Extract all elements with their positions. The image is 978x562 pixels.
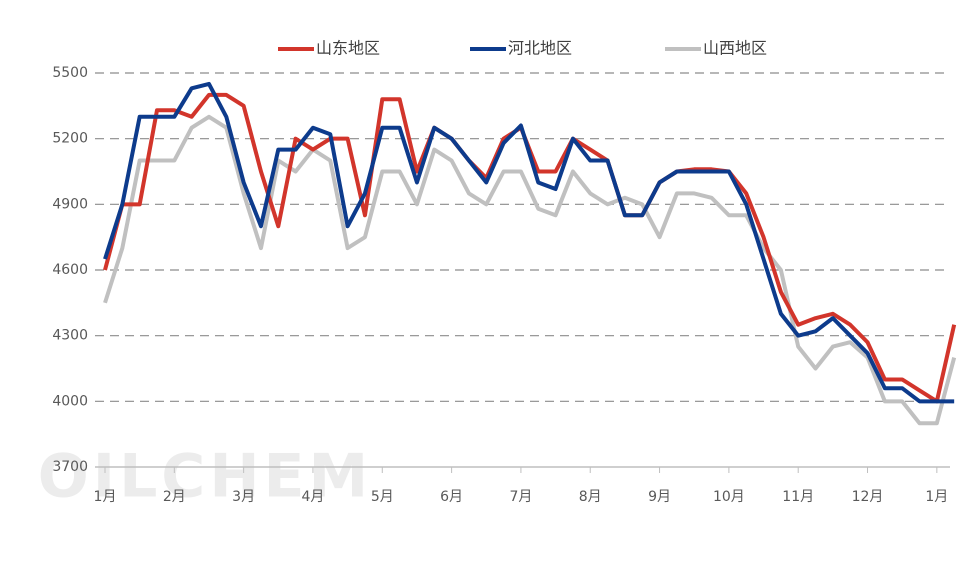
x-tick-label: 12月 <box>852 489 884 505</box>
series-line <box>103 81 955 404</box>
x-tick-label: 2月 <box>163 489 186 505</box>
x-tick-label: 4月 <box>301 489 324 505</box>
y-tick-label: 5500 <box>52 65 88 81</box>
legend-label: 山东地区 <box>316 39 380 58</box>
y-tick-label: 4300 <box>52 328 88 344</box>
y-tick-label: 5200 <box>52 131 88 147</box>
x-tick-label: 1月 <box>925 489 948 505</box>
x-tick-label: 7月 <box>509 489 532 505</box>
x-tick-label: 9月 <box>648 489 671 505</box>
series-line <box>103 114 957 426</box>
legend-label: 山西地区 <box>703 39 767 58</box>
y-tick-label: 4600 <box>52 262 88 278</box>
y-tick-label: 3700 <box>52 459 88 475</box>
x-tick-label: 1月 <box>94 489 117 505</box>
x-tick-label: 3月 <box>232 489 255 505</box>
x-tick-label: 6月 <box>440 489 463 505</box>
watermark: OILCHEM <box>38 442 373 512</box>
x-tick-label: 5月 <box>371 489 394 505</box>
x-tick-label: 11月 <box>782 489 814 505</box>
y-tick-label: 4900 <box>52 196 88 212</box>
x-tick-label: 8月 <box>579 489 602 505</box>
y-tick-label: 4000 <box>52 393 88 409</box>
legend-label: 河北地区 <box>508 39 572 58</box>
x-tick-label: 10月 <box>713 489 745 505</box>
